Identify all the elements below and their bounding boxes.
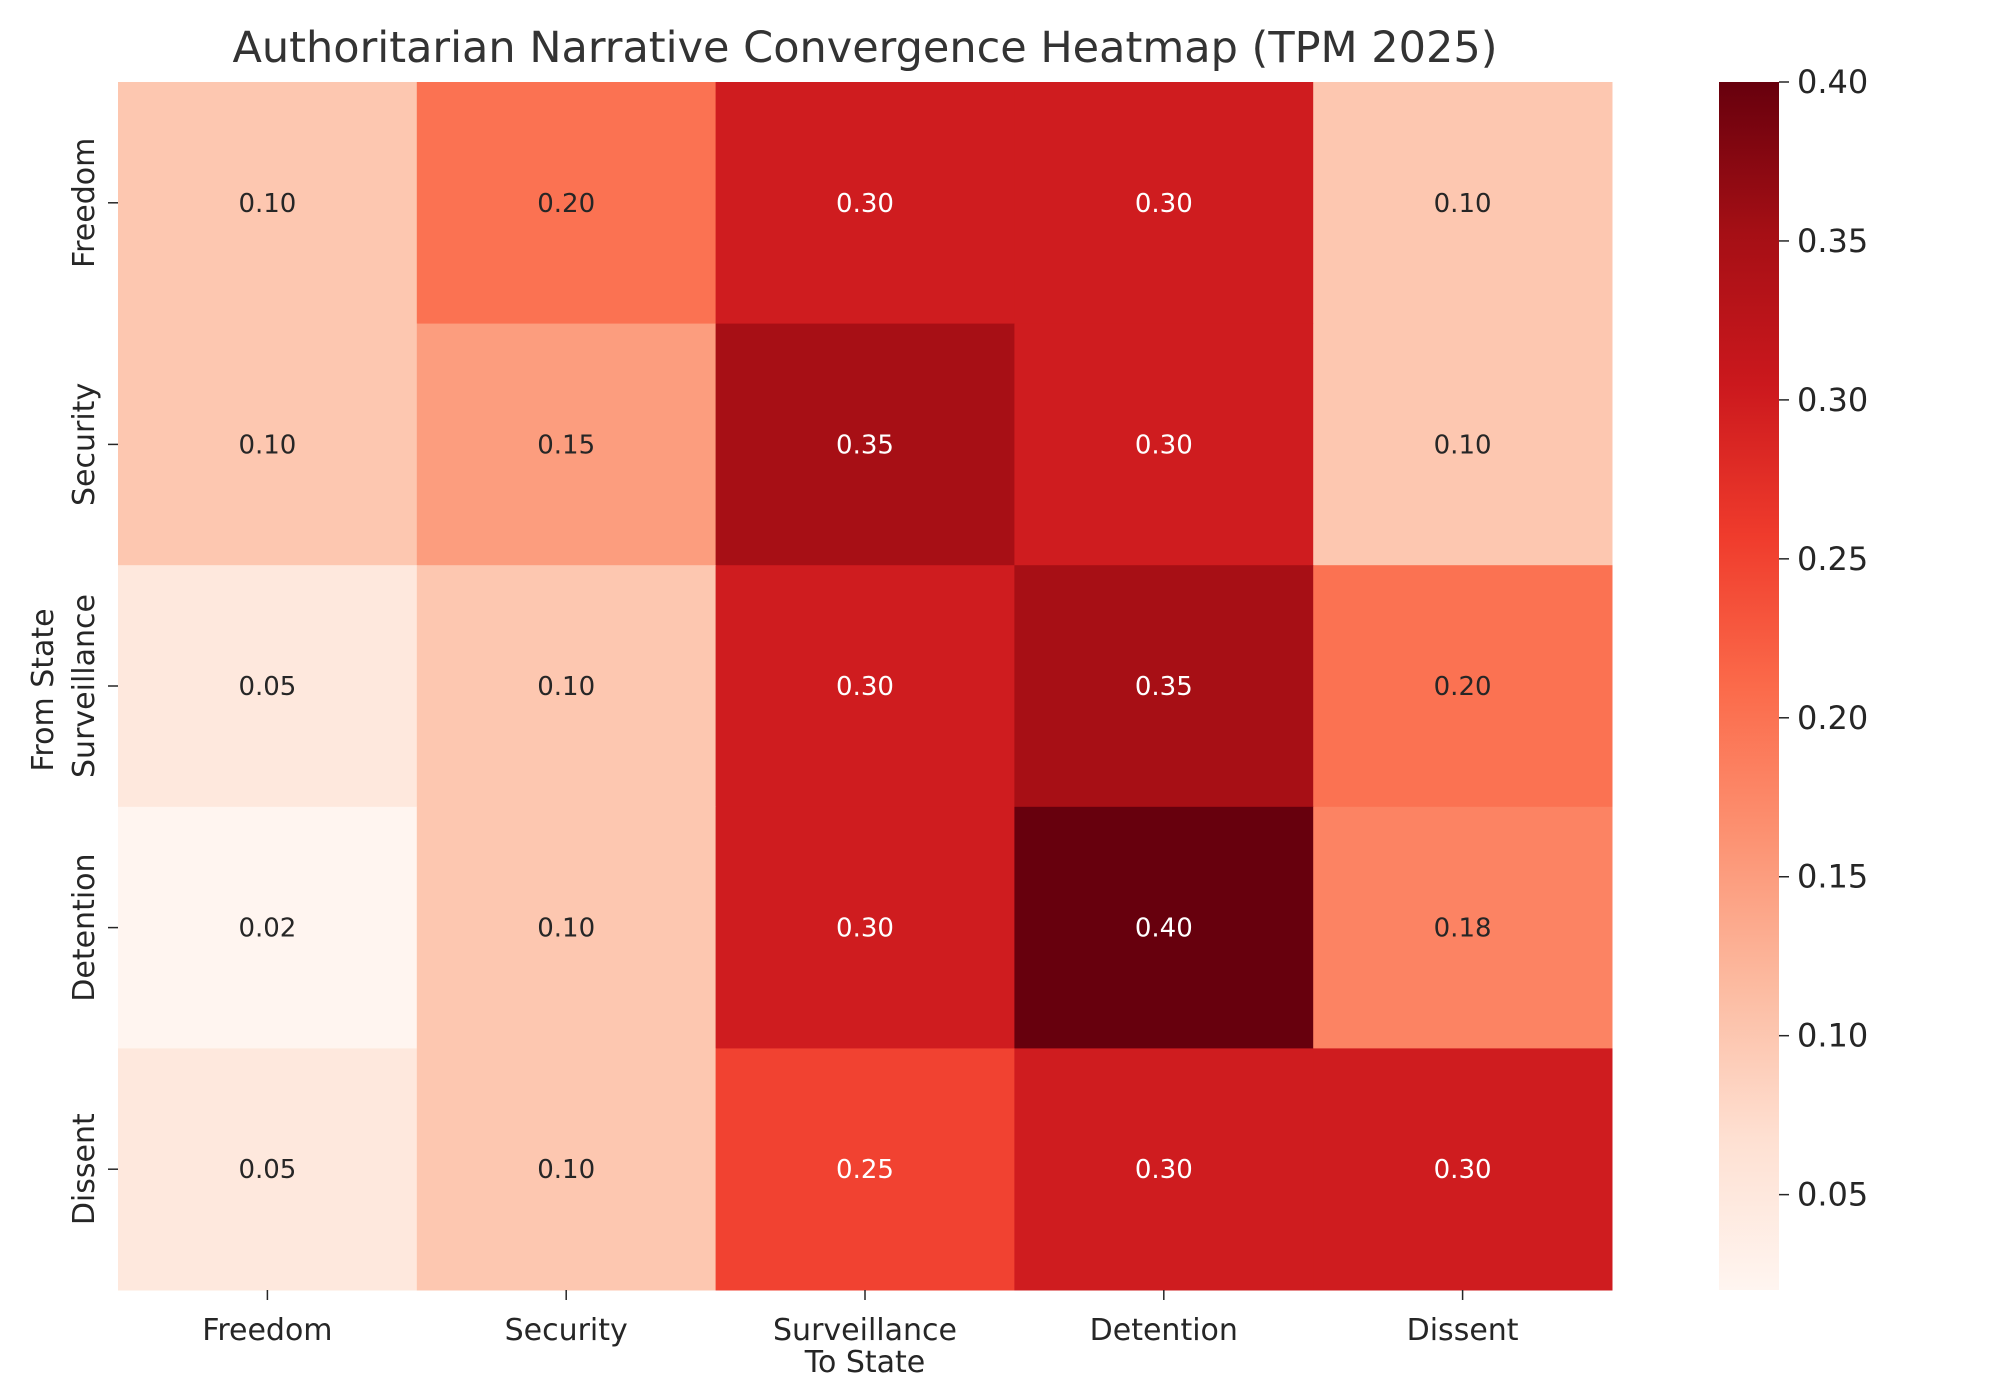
cell-value-label: 0.05 [238, 672, 296, 702]
y-axis-label: From State [26, 608, 61, 771]
y-tick-label: Surveillance [67, 594, 102, 778]
heatmap-cell [715, 323, 1015, 566]
cell-value-label: 0.02 [238, 914, 296, 944]
x-tick-label: Freedom [202, 1313, 332, 1348]
heatmap-cell [1014, 323, 1314, 566]
x-tick-label: Security [505, 1313, 628, 1348]
cell-value-label: 0.35 [836, 430, 894, 460]
x-tick-label: Dissent [1407, 1313, 1519, 1348]
cell-value-label: 0.15 [537, 430, 595, 460]
heatmap-cell [1014, 565, 1314, 808]
heatmap-cell [1313, 323, 1613, 566]
heatmap-cell [118, 565, 418, 808]
y-tick-label: Detention [67, 853, 102, 1001]
cell-value-label: 0.20 [1434, 672, 1492, 702]
heatmap-cell [416, 1048, 717, 1291]
heatmap-cell [1014, 1048, 1314, 1291]
cell-value-label: 0.10 [537, 672, 595, 702]
heatmap-cell [118, 82, 418, 325]
heatmap-cells: 0.10 0.20 0.30 0.30 0.10 0.10 0.15 0.35 0.30 0.10… [118, 82, 1613, 1291]
x-axis: Freedom Security Surveillance Detention Diss… [202, 1290, 1519, 1348]
heatmap-cell [416, 82, 717, 325]
cell-value-label: 0.30 [836, 672, 894, 702]
cell-value-label: 0.30 [1434, 1155, 1492, 1185]
cell-value-label: 0.10 [537, 914, 595, 944]
cell-value-label: 0.30 [836, 914, 894, 944]
cell-value-label: 0.05 [238, 1155, 296, 1185]
x-tick-label: Surveillance [773, 1313, 957, 1348]
cell-value-label: 0.30 [1135, 430, 1193, 460]
colorbar-tick-label: 0.30 [1797, 381, 1868, 419]
heatmap-cell [1313, 565, 1613, 808]
colorbar-tick-label: 0.20 [1797, 699, 1868, 737]
colorbar-tick-label: 0.15 [1797, 858, 1868, 896]
cell-value-label: 0.40 [1135, 914, 1193, 944]
colorbar-tick-label: 0.05 [1797, 1176, 1868, 1214]
colorbar-tick-label: 0.10 [1797, 1017, 1868, 1055]
heatmap-cell [416, 806, 717, 1049]
y-tick-label: Security [67, 383, 102, 506]
cell-value-label: 0.30 [1135, 189, 1193, 219]
colorbar-tick-label: 0.40 [1797, 63, 1868, 101]
colorbar-gradient [1719, 82, 1779, 1290]
cell-value-label: 0.10 [238, 189, 296, 219]
heatmap-cell [1313, 806, 1613, 1049]
cell-value-label: 0.25 [836, 1155, 894, 1185]
heatmap-cell [1014, 82, 1314, 325]
colorbar-tick-label: 0.35 [1797, 222, 1868, 260]
heatmap-cell [118, 1048, 418, 1291]
x-tick-label: Detention [1090, 1313, 1238, 1348]
cell-value-label: 0.20 [537, 189, 595, 219]
cell-value-label: 0.10 [238, 430, 296, 460]
heatmap-cell [118, 806, 418, 1049]
cell-value-label: 0.18 [1434, 914, 1492, 944]
cell-value-label: 0.30 [836, 189, 894, 219]
heatmap-cell [416, 323, 717, 566]
cell-value-label: 0.10 [537, 1155, 595, 1185]
y-axis: Freedom Security Surveillance Detention Diss… [67, 138, 118, 1225]
colorbar: 0.05 0.10 0.15 0.20 0.25 0.30 0.35 0.40 [1719, 63, 1868, 1290]
colorbar-ticks: 0.05 0.10 0.15 0.20 0.25 0.30 0.35 0.40 [1779, 63, 1868, 1214]
heatmap-cell [715, 565, 1015, 808]
heatmap-cell [715, 1048, 1015, 1291]
colorbar-tick-label: 0.25 [1797, 540, 1868, 578]
heatmap-cell [1313, 1048, 1613, 1291]
heatmap-cell [1313, 82, 1613, 325]
heatmap-cell [715, 806, 1015, 1049]
cell-value-label: 0.35 [1135, 672, 1193, 702]
cell-value-label: 0.10 [1434, 430, 1492, 460]
cell-value-label: 0.30 [1135, 1155, 1193, 1185]
heatmap-cell [715, 82, 1015, 325]
heatmap-cell [118, 323, 418, 566]
chart-title: Authoritarian Narrative Convergence Heat… [233, 23, 1498, 73]
heatmap-cell [416, 565, 717, 808]
cell-value-label: 0.10 [1434, 189, 1492, 219]
y-tick-label: Freedom [67, 138, 102, 268]
x-axis-label: To State [804, 1345, 926, 1380]
y-tick-label: Dissent [67, 1113, 102, 1225]
heatmap-cell [1014, 806, 1314, 1049]
